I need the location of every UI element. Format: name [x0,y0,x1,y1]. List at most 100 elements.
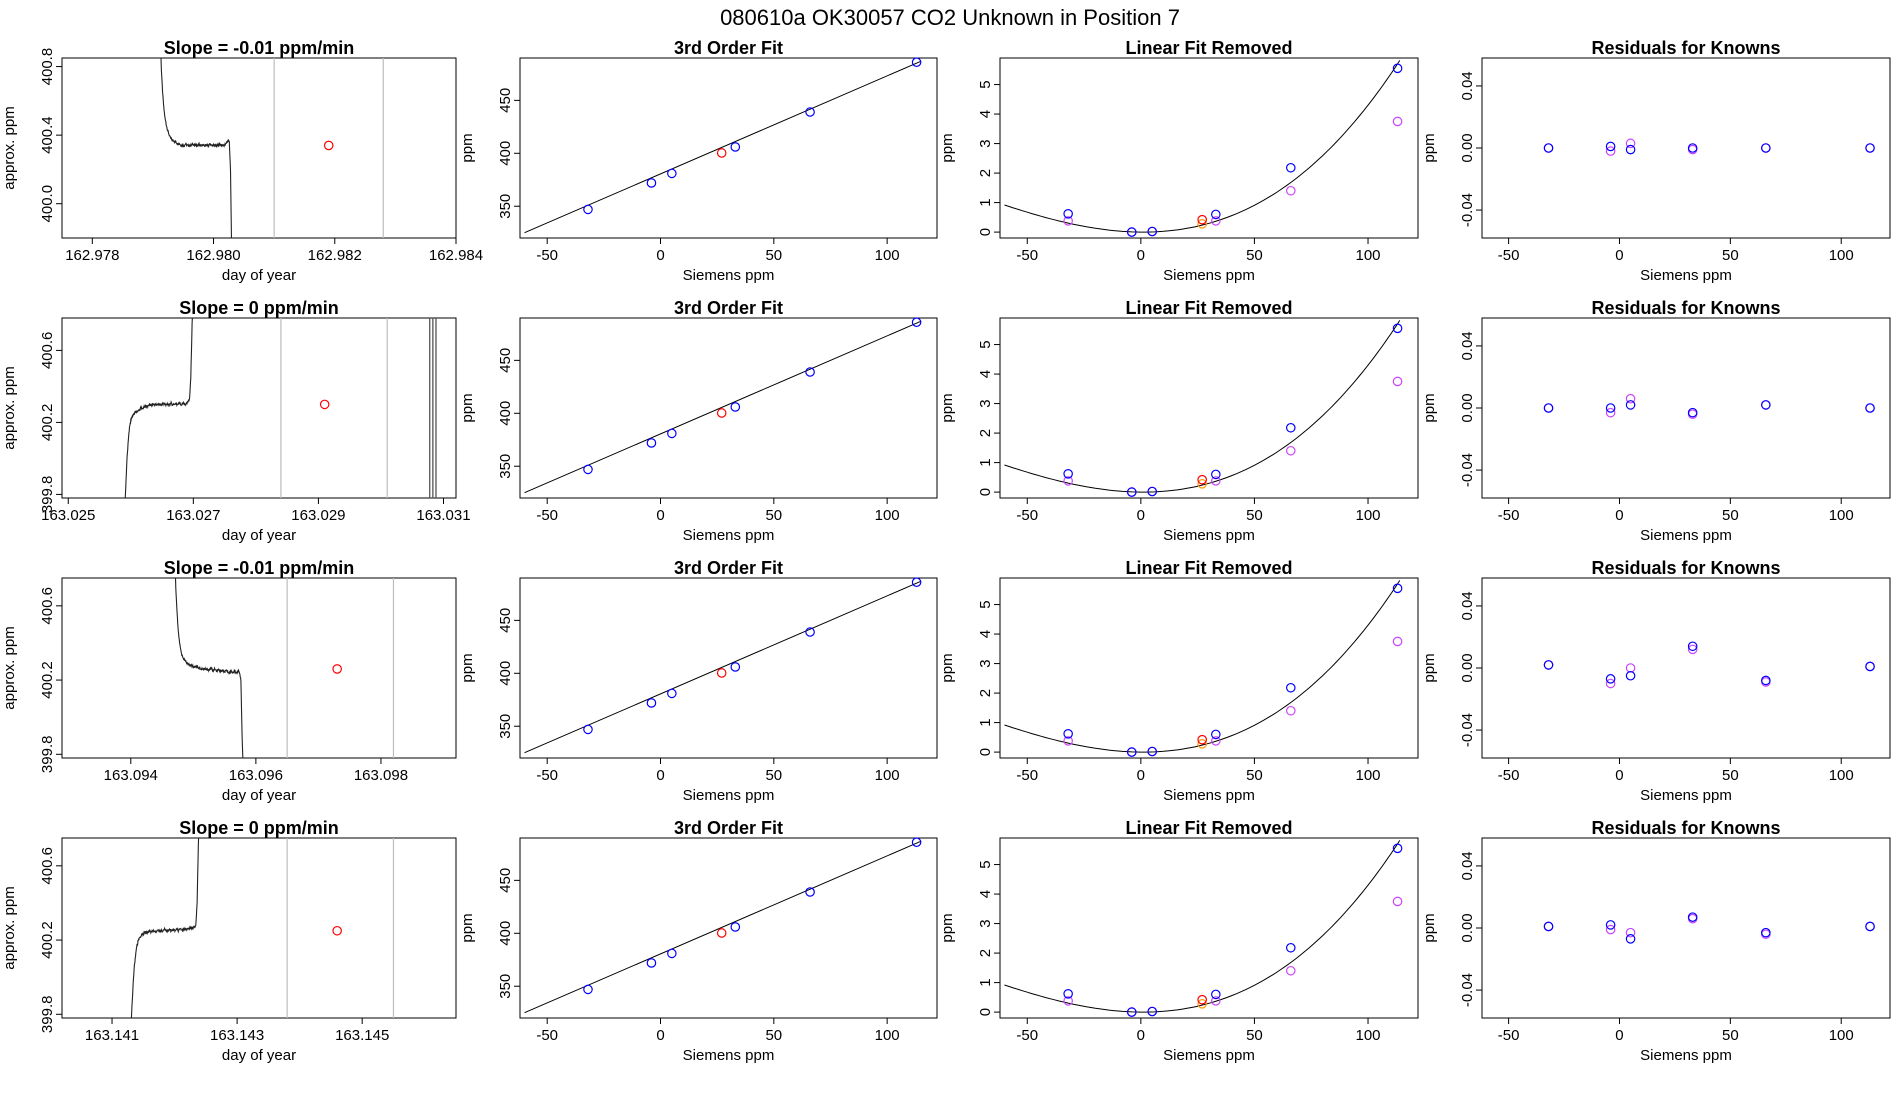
y-tick-label: 0.04 [1459,591,1476,620]
panel-title: Linear Fit Removed [1125,298,1292,318]
raw-known-point [1211,476,1221,486]
x-tick-label: -50 [1498,247,1520,264]
raw-known-point [1285,965,1296,976]
y-tick-label: 400.8 [39,48,56,86]
plot-frame [519,577,938,759]
fit-panel-row-3: 3rd Order Fit -50 0 50 100 350 400 450 Siemens p… [459,558,938,804]
x-axis-label: Siemens ppm [683,267,775,284]
x-tick-label: 100 [875,247,900,264]
x-axis-label: day of year [222,527,296,544]
known-residual-point [1687,641,1698,652]
y-tick-label: 450 [497,348,514,373]
x-tick-label: 100 [1829,507,1854,524]
y-axis-label: ppm [459,913,476,942]
x-tick-label: 50 [765,767,782,784]
raw-residual-point [1605,678,1616,689]
known-residual-point [1761,675,1771,686]
x-axis-label: Siemens ppm [683,1047,775,1064]
x-tick-label: -50 [536,1027,558,1044]
fit-curve [524,580,922,754]
y-tick-label: 400 [497,141,514,166]
raw-residual-point [1687,644,1698,655]
analyzer-trace [130,838,200,1018]
raw-residual-point [1625,663,1636,673]
x-axis-label: day of year [222,1047,296,1064]
y-tick-label: -0.04 [1459,193,1476,227]
plot-frame [1481,317,1891,499]
y-axis-label: ppm [939,913,956,942]
y-tick-label: 5 [977,340,994,348]
x-tick-label: 163.025 [41,507,95,524]
plot-frame [999,837,1419,1019]
y-axis-label: ppm [1421,913,1438,942]
known-standard-point [911,317,922,328]
panel-title: Slope = 0 ppm/min [179,298,339,318]
raw-known-point [1063,996,1073,1006]
x-tick-label: 0 [656,767,664,784]
y-tick-label: -0.04 [1459,973,1476,1007]
plot-area [160,58,384,238]
x-tick-label: 0 [1137,507,1145,524]
known-residual-point [1605,674,1616,684]
known-standard-point [667,168,677,179]
y-tick-label: 1 [977,458,994,466]
x-tick-label: 162.978 [65,247,119,264]
y-axis-label: ppm [939,653,956,682]
residuals-panel-row-4: Residuals for Knowns -50 0 50 100 -0.04 0.00 0.… [1421,818,1891,1064]
y-tick-label: 400.6 [39,587,56,625]
x-tick-label: 0 [1615,247,1623,264]
y-tick-label: 399.8 [39,476,56,514]
y-tick-label: 1 [977,718,994,726]
figure-title: 080610a OK30057 CO2 Unknown in Position … [720,5,1180,30]
x-tick-label: 50 [1246,767,1263,784]
x-tick-label: 100 [1829,767,1854,784]
y-axis-label: approx. ppm [1,106,18,189]
known-standard-point [646,698,657,708]
x-tick-label: -50 [1016,247,1038,264]
y-tick-label: 350 [497,974,514,999]
known-standard-point [1126,487,1137,497]
x-tick-label: -50 [1016,507,1038,524]
plot-frame [999,57,1419,239]
residual-curve [1004,320,1401,493]
unknown-sample-point [716,928,727,938]
y-tick-label: 350 [497,454,514,479]
raw-residual-point [1625,927,1636,938]
known-residual-point [1761,927,1771,938]
y-tick-label: -0.04 [1459,453,1476,487]
x-tick-label: 0 [656,507,664,524]
y-tick-label: -0.04 [1459,713,1476,747]
x-tick-label: -50 [536,507,558,524]
y-axis-label: ppm [1421,133,1438,162]
residual-curve [1004,580,1401,753]
x-axis-label: Siemens ppm [683,527,775,544]
y-tick-label: 4 [977,110,994,118]
plot-frame [61,317,457,499]
y-tick-label: 2 [977,429,994,437]
y-axis-label: ppm [459,653,476,682]
known-standard-point [1147,486,1158,497]
panel-title: Slope = 0 ppm/min [179,818,339,838]
plot-frame [1481,577,1891,759]
known-standard-point [911,57,922,68]
unknown-sample-point [1197,474,1207,485]
x-tick-label: 50 [765,247,782,264]
analyzer-trace [160,58,233,238]
x-tick-label: 0 [1137,1027,1145,1044]
analyzer-trace [124,318,193,498]
y-tick-label: 1 [977,198,994,206]
y-axis-label: ppm [1421,653,1438,682]
panel-title: 3rd Order Fit [674,818,783,838]
known-standard-point [1211,729,1221,740]
plot-area [174,578,395,758]
known-standard-point [583,724,593,735]
y-tick-label: 3 [977,659,994,667]
known-standard-point [730,662,741,672]
known-residual-point [1543,143,1554,153]
y-tick-label: 0 [977,228,994,236]
raw-known-point [1063,216,1073,226]
y-tick-label: 400.4 [39,116,56,154]
y-tick-label: 400.2 [39,661,56,699]
y-tick-label: 5 [977,860,994,868]
x-tick-label: -50 [1498,1027,1520,1044]
